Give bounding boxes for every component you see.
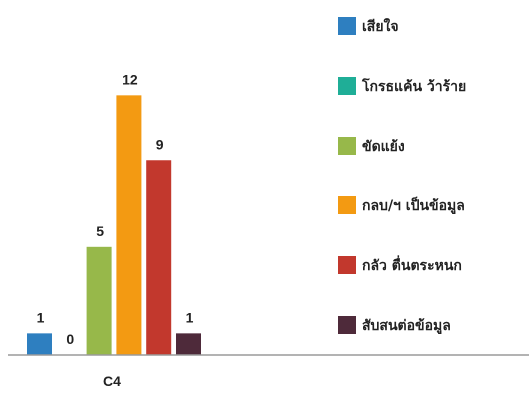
legend-label: เสียใจ bbox=[362, 19, 399, 35]
bar-3 bbox=[116, 95, 142, 355]
legend-label: กลัว ตื่นตระหนก bbox=[362, 258, 462, 275]
bar-2 bbox=[86, 246, 112, 355]
legend-label: กลบ/ฯ เป็นข้อมูล bbox=[362, 198, 465, 215]
legend-item-0: เสียใจ bbox=[338, 14, 523, 35]
value-label-2: 5 bbox=[96, 223, 104, 239]
bar-5 bbox=[176, 333, 201, 355]
legend-swatch bbox=[338, 136, 356, 155]
legend-item-2: ขัดแย้ง bbox=[338, 134, 523, 155]
value-labels-group: 1 0 5 12 9 1 bbox=[37, 71, 194, 347]
legend-item-3: กลบ/ฯ เป็นข้อมูล bbox=[338, 193, 523, 215]
legend-item-4: กลัว ตื่นตระหนก bbox=[338, 253, 523, 275]
legend-item-5: สับสนต่อข้อมูล bbox=[338, 313, 523, 334]
category-label: C4 bbox=[103, 373, 121, 389]
legend-item-1: โกรธแค้น ว้าร้าย bbox=[338, 74, 523, 95]
value-label-3: 12 bbox=[122, 71, 138, 87]
legend: เสียใจโกรธแค้น ว้าร้ายขัดแย้งกลบ/ฯ เป็นข… bbox=[338, 14, 523, 373]
bar-0 bbox=[27, 333, 52, 355]
legend-label: โกรธแค้น ว้าร้าย bbox=[362, 78, 467, 95]
legend-swatch bbox=[338, 76, 356, 95]
legend-swatch bbox=[338, 256, 356, 275]
bars-group bbox=[27, 95, 201, 355]
value-label-5: 1 bbox=[186, 309, 194, 325]
value-label-1: 0 bbox=[66, 331, 74, 347]
legend-label: สับสนต่อข้อมูล bbox=[362, 317, 451, 334]
legend-swatch bbox=[338, 315, 356, 334]
value-label-4: 9 bbox=[156, 136, 164, 152]
legend-label: ขัดแย้ง bbox=[362, 138, 405, 155]
legend-swatch bbox=[338, 17, 356, 35]
legend-swatch bbox=[338, 196, 356, 215]
value-label-0: 1 bbox=[37, 309, 45, 325]
bar-4 bbox=[146, 160, 172, 355]
